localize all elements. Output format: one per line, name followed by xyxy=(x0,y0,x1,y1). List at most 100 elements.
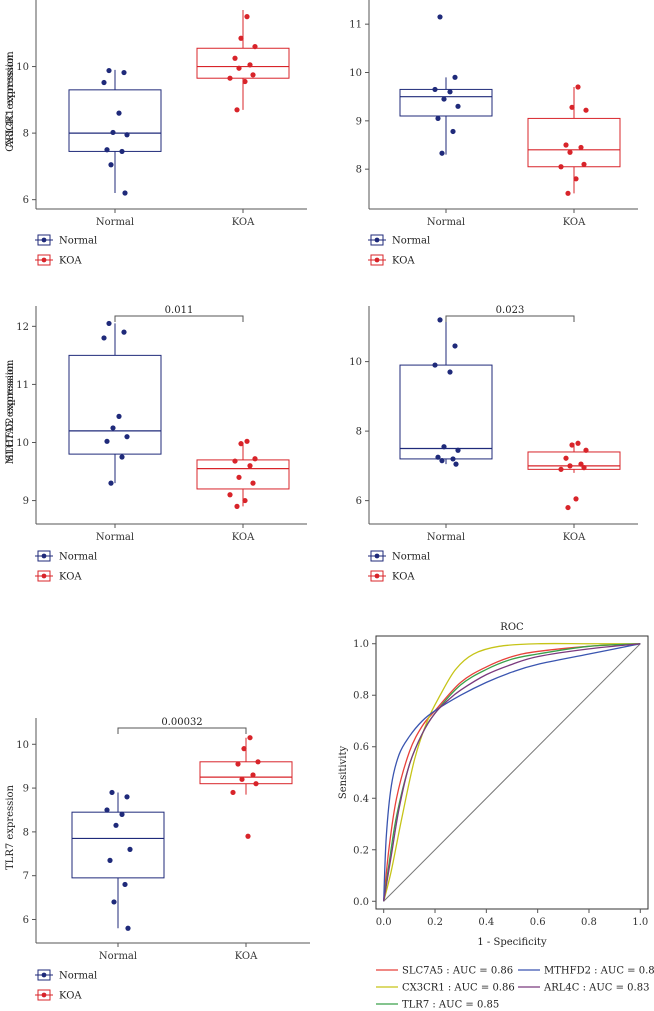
y-axis-title: ARL4C expression xyxy=(5,54,16,149)
legend-key-dot xyxy=(374,237,380,243)
data-point xyxy=(110,425,116,431)
data-point xyxy=(108,162,114,168)
legend-key-dot xyxy=(374,553,380,559)
data-point xyxy=(119,454,125,460)
legend-label-koa: KOA xyxy=(59,256,82,267)
box-koa xyxy=(196,459,290,490)
data-point xyxy=(452,74,458,80)
pvalue-label: 0.00032 xyxy=(161,717,202,728)
data-point xyxy=(234,107,240,113)
data-point xyxy=(558,466,564,472)
box-normal xyxy=(399,88,493,117)
box-normal xyxy=(399,364,493,460)
y-tick-label: 0.4 xyxy=(353,794,369,805)
box-koa xyxy=(527,451,621,470)
roc-curve-slc7a5 xyxy=(383,643,641,902)
x-tick-label: Normal xyxy=(99,951,137,962)
data-point xyxy=(244,438,250,444)
data-point xyxy=(563,142,569,148)
legend-key-dot xyxy=(374,573,380,579)
roc-curve-tlr7 xyxy=(383,643,641,902)
x-tick-label: 0.2 xyxy=(427,917,443,928)
data-point xyxy=(567,463,573,469)
y-axis-title: MTHFD2 expression xyxy=(5,359,16,464)
data-point xyxy=(435,454,441,460)
roc-title: ROC xyxy=(500,622,524,633)
y-tick-label: 10 xyxy=(349,68,362,79)
data-point xyxy=(106,67,112,74)
data-point xyxy=(450,456,456,462)
roc-legend-label: ARL4C : AUC = 0.83 xyxy=(543,983,649,994)
data-point xyxy=(236,65,242,71)
data-point xyxy=(104,147,110,153)
legend-label-koa: KOA xyxy=(392,572,415,583)
box-normal xyxy=(68,89,162,152)
y-tick-label: 12 xyxy=(16,322,29,333)
data-point xyxy=(121,329,127,335)
roc-legend-label: MTHFD2 : AUC = 0.85 xyxy=(544,966,654,977)
data-point xyxy=(581,161,587,167)
data-point xyxy=(116,110,122,116)
data-point xyxy=(432,86,438,93)
y-tick-label: 11 xyxy=(349,20,362,31)
x-axis-title: 1 - Specificity xyxy=(477,937,547,948)
data-point xyxy=(122,881,128,888)
data-point xyxy=(583,447,589,453)
legend-label-normal: Normal xyxy=(392,236,430,247)
data-point xyxy=(252,43,258,50)
legend-label-normal: Normal xyxy=(59,552,97,563)
data-point xyxy=(234,503,240,509)
data-point xyxy=(119,148,125,155)
data-point xyxy=(107,857,113,863)
data-point xyxy=(124,132,130,138)
x-tick-label: Normal xyxy=(96,532,134,543)
data-point xyxy=(453,461,459,467)
data-point xyxy=(113,822,119,828)
data-point xyxy=(250,772,256,778)
data-point xyxy=(227,75,233,81)
data-point xyxy=(119,811,125,817)
legend-label-normal: Normal xyxy=(59,236,97,247)
data-point xyxy=(127,846,133,853)
x-tick-label: KOA xyxy=(563,217,586,228)
legend-key-dot xyxy=(41,992,47,998)
legend-key-dot xyxy=(41,573,47,579)
x-tick-label: 0.4 xyxy=(478,917,494,928)
y-tick-label: 7 xyxy=(23,871,29,882)
legend-key-dot xyxy=(41,553,47,559)
data-point xyxy=(573,496,579,502)
box-koa xyxy=(199,761,293,785)
data-point xyxy=(441,96,447,102)
data-point xyxy=(252,456,258,462)
data-point xyxy=(563,455,569,461)
legend-key-dot xyxy=(41,237,47,243)
data-point xyxy=(101,335,107,341)
y-tick-label: 10 xyxy=(349,357,362,368)
data-point xyxy=(450,128,456,135)
pvalue-label: 0.023 xyxy=(496,305,525,316)
chart-tlr7: 6 7 8 9 10 TLR7 expression Normal KOA 0.00032 Nor… xyxy=(5,717,310,1002)
y-tick-label: 0.6 xyxy=(353,742,369,753)
data-point xyxy=(232,458,238,464)
y-tick-label: 8 xyxy=(23,129,29,140)
y-tick-label: 10 xyxy=(16,62,29,73)
pvalue-bracket xyxy=(117,727,247,734)
data-point xyxy=(439,458,445,464)
diagonal-reference xyxy=(383,643,641,902)
data-point xyxy=(565,190,571,196)
y-tick-label: 10 xyxy=(16,740,29,751)
x-tick-label: 0.0 xyxy=(376,917,392,928)
roc-legend-label: SLC7A5 : AUC = 0.86 xyxy=(402,966,513,977)
data-point xyxy=(232,55,238,61)
legend-label-normal: Normal xyxy=(59,971,97,982)
roc-curve-arl4c xyxy=(383,643,641,902)
data-point xyxy=(242,497,248,504)
x-tick-label: 1.0 xyxy=(632,917,648,928)
y-tick-label: 0.8 xyxy=(353,691,369,702)
plot-frame xyxy=(375,635,649,910)
legend-key-dot xyxy=(41,257,47,263)
legend-label-koa: KOA xyxy=(59,572,82,583)
data-point xyxy=(245,833,251,839)
data-point xyxy=(101,79,107,86)
